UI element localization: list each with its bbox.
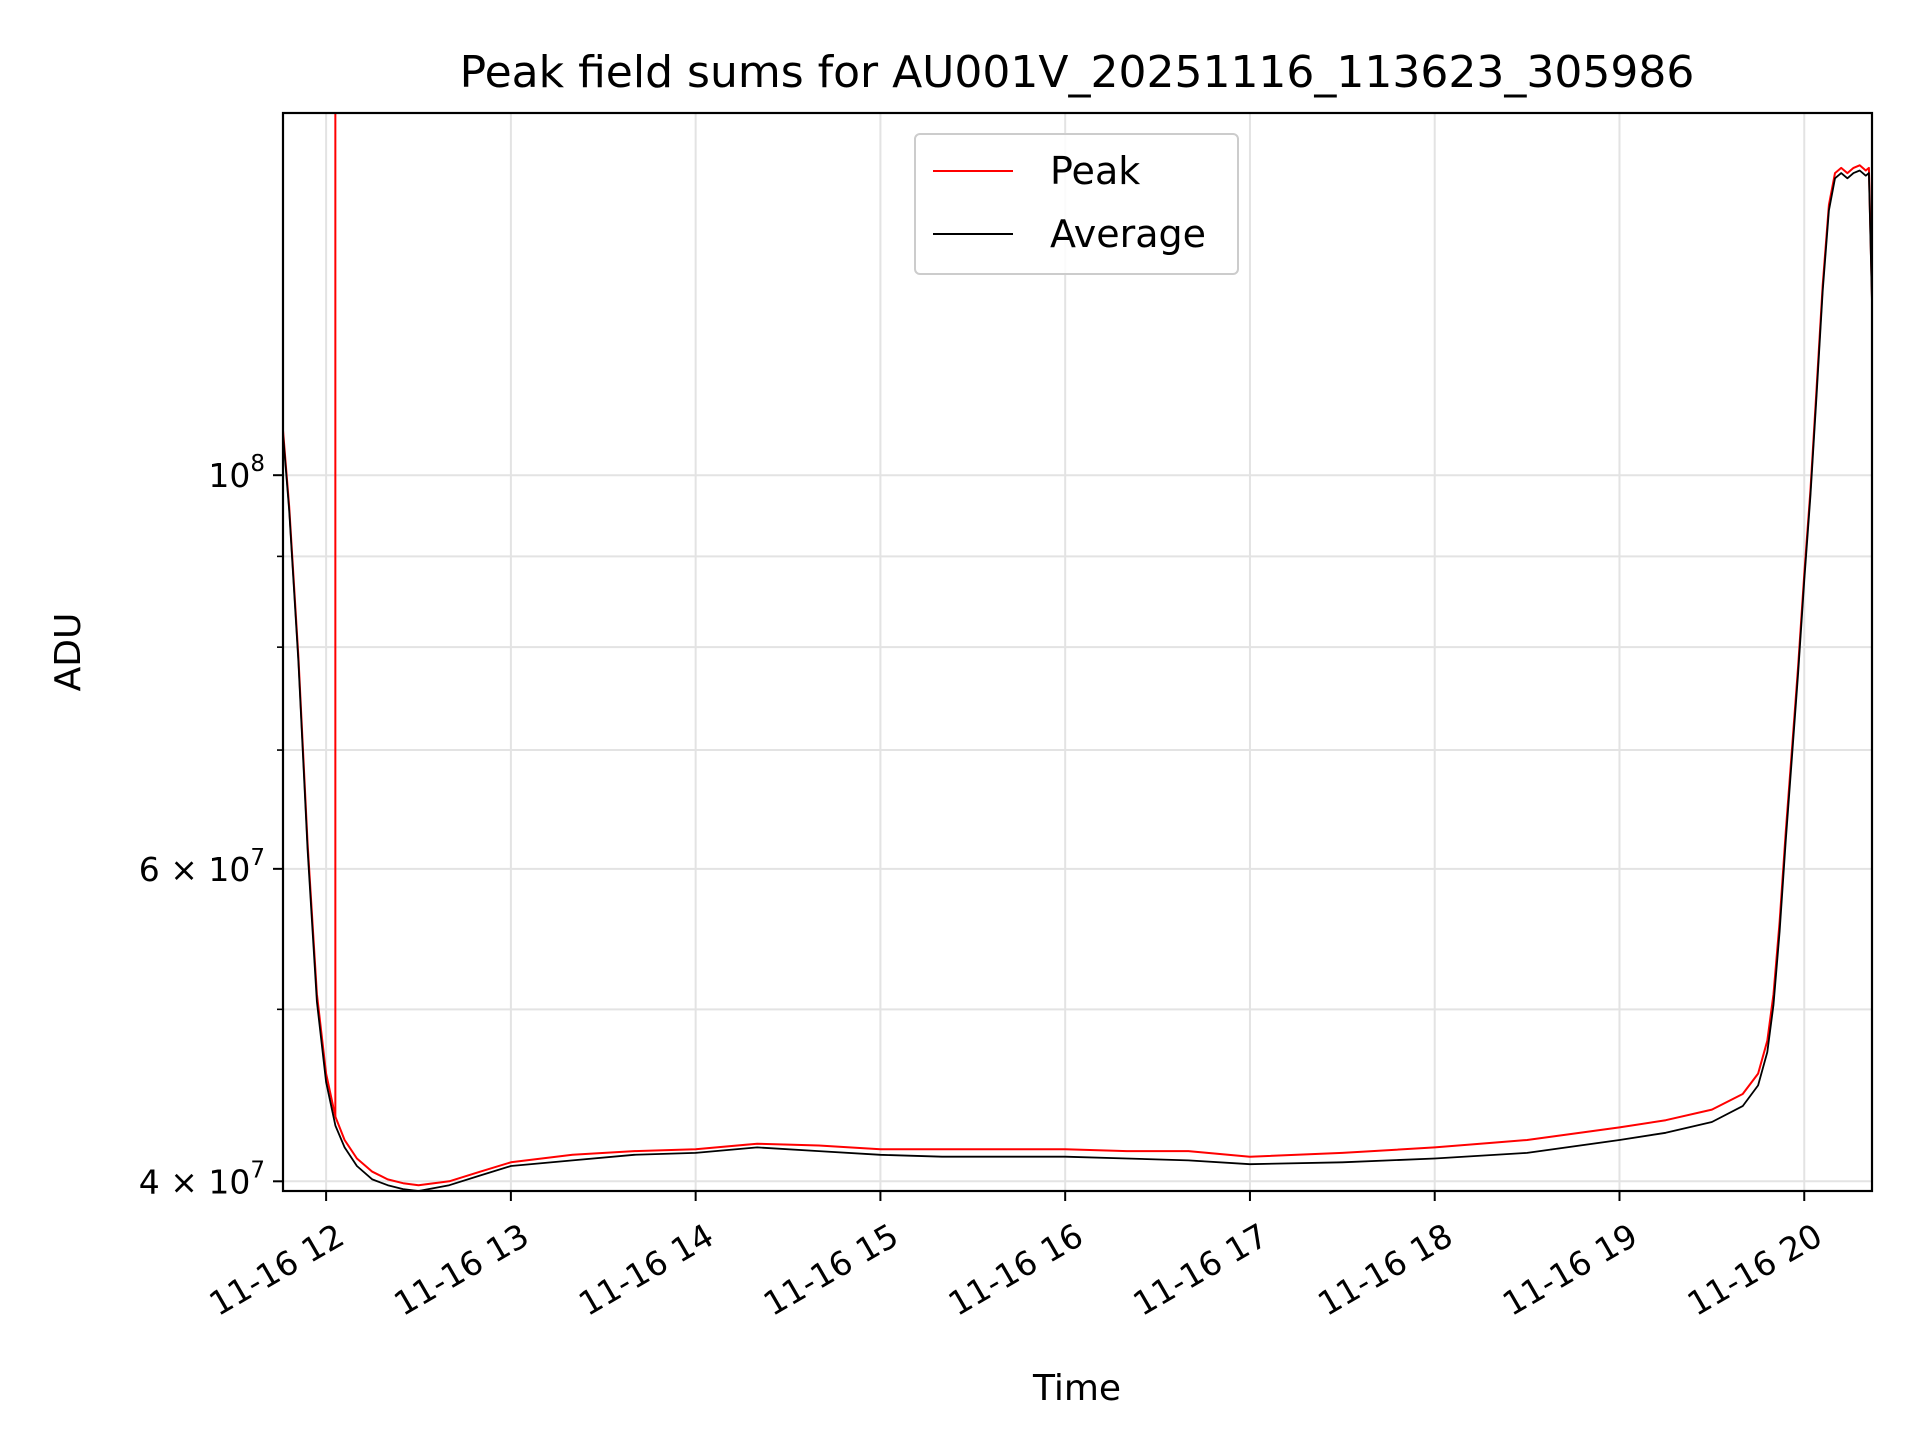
grid <box>283 113 1872 1191</box>
legend-label-peak: Peak <box>1050 149 1140 193</box>
y-tick-exponent: 7 <box>250 1157 265 1183</box>
legend-label-average: Average <box>1050 212 1206 256</box>
y-axis-label: ADU <box>48 613 89 692</box>
y-tick-label: 4 × 107 <box>139 1157 265 1201</box>
plot-area-frame <box>281 111 1874 1193</box>
legend-box <box>914 133 1239 275</box>
y-tick-base: 4 × 10 <box>139 1162 251 1201</box>
y-tick-exponent: 7 <box>250 845 265 871</box>
y-tick-exponent: 8 <box>250 451 265 477</box>
series-line-average <box>283 169 1872 1191</box>
series-layer <box>283 113 1872 1191</box>
y-tick-base: 6 × 10 <box>139 850 251 889</box>
legend: Peak Average <box>914 133 1239 275</box>
y-tick-base: 10 <box>208 456 250 495</box>
y-tick-label: 6 × 107 <box>139 845 265 889</box>
x-axis-label: Time <box>1032 1368 1121 1409</box>
chart-title: Peak field sums for AU001V_20251116_1136… <box>460 47 1695 98</box>
y-tick-label: 108 <box>208 451 265 495</box>
